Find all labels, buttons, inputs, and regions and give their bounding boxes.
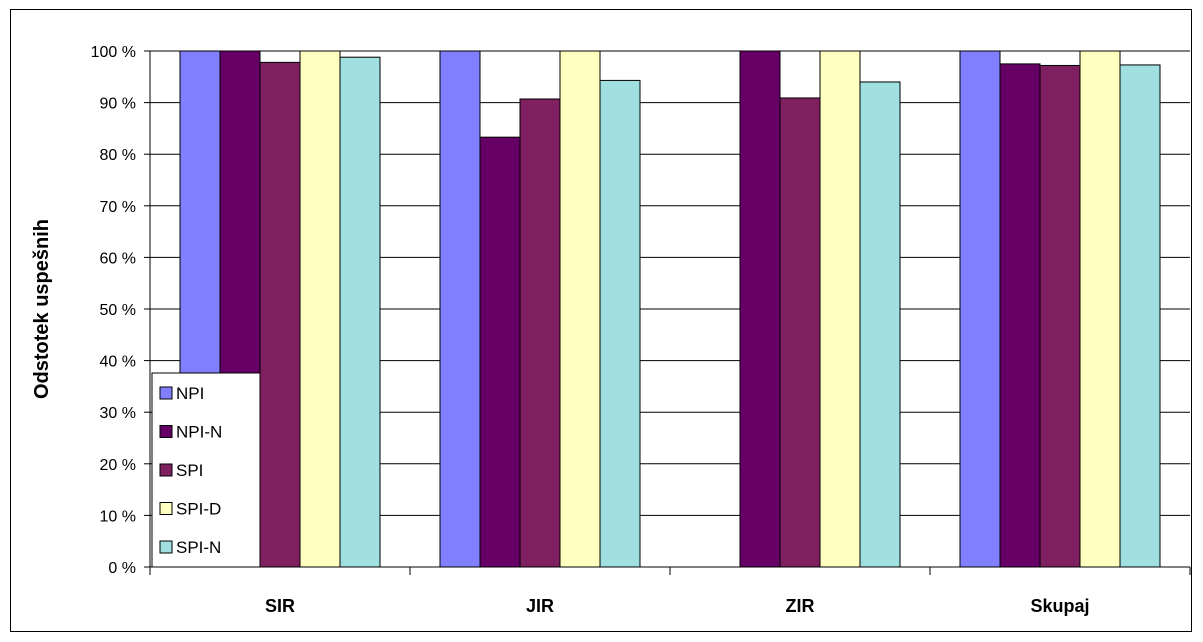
x-category-label: JIR: [526, 596, 554, 616]
legend-swatch: [159, 502, 173, 515]
x-category-label: SIR: [265, 596, 295, 616]
bar-spi-n-jir: [599, 79, 641, 568]
y-tick-label: 30 %: [100, 405, 136, 422]
x-category-labels: SIR JIR ZIR Skupaj: [265, 596, 1090, 616]
legend-label: NPI-N: [176, 423, 222, 442]
chart-frame: [10, 9, 1192, 632]
y-tick-label: 100 %: [91, 44, 136, 61]
bar-spi-n-sir: [339, 56, 381, 568]
bar-spi-d-jir: [559, 50, 601, 568]
bar-spi-sir: [259, 61, 301, 568]
axes: [149, 51, 1191, 575]
bar-spi-n-zir: [859, 81, 901, 568]
bar-spi-n-skupaj: [1119, 64, 1161, 568]
y-tick-label: 20 %: [100, 457, 136, 474]
y-tick-label: 50 %: [100, 302, 136, 319]
y-axis-title: Odstotek uspešnih: [31, 219, 53, 399]
bar-npi-n-skupaj: [999, 63, 1041, 568]
legend-label: SPI: [176, 461, 203, 480]
y-tick-label: 70 %: [100, 199, 136, 216]
bar-spi-d-sir: [299, 50, 341, 568]
x-category-label: ZIR: [786, 596, 815, 616]
bar-spi-d-zir: [819, 50, 861, 568]
bar-npi-n-jir: [479, 136, 521, 568]
bar-npi-skupaj: [959, 50, 1001, 568]
x-category-label: Skupaj: [1030, 596, 1089, 616]
legend: NPI NPI-N SPI SPI-D SPI-N: [151, 372, 261, 568]
y-tick-label: 60 %: [100, 250, 136, 267]
legend-label: NPI: [176, 384, 204, 403]
y-tick-label: 0 %: [108, 560, 136, 577]
legend-swatch: [159, 463, 173, 477]
bar-spi-zir: [779, 97, 821, 568]
y-tick-label: 80 %: [100, 147, 136, 164]
y-tick-labels: 0 % 10 % 20 % 30 % 40 % 50 % 60 % 70 % 80 % 90 % 1…: [91, 44, 136, 577]
bar-spi-d-skupaj: [1079, 50, 1121, 568]
legend-label: SPI-D: [176, 500, 221, 519]
legend-swatch: [159, 425, 173, 438]
bar-npi-jir: [439, 50, 481, 568]
y-tick-label: 90 %: [100, 96, 136, 113]
legend-swatch: [159, 386, 173, 400]
bars: [179, 50, 1161, 568]
bar-npi-n-zir: [739, 50, 781, 568]
legend-swatch: [159, 540, 173, 554]
bar-spi-skupaj: [1039, 64, 1081, 568]
y-tick-label: 10 %: [100, 508, 136, 525]
legend-label: SPI-N: [176, 538, 221, 557]
y-tick-label: 40 %: [100, 354, 136, 371]
bar-spi-jir: [519, 98, 561, 568]
